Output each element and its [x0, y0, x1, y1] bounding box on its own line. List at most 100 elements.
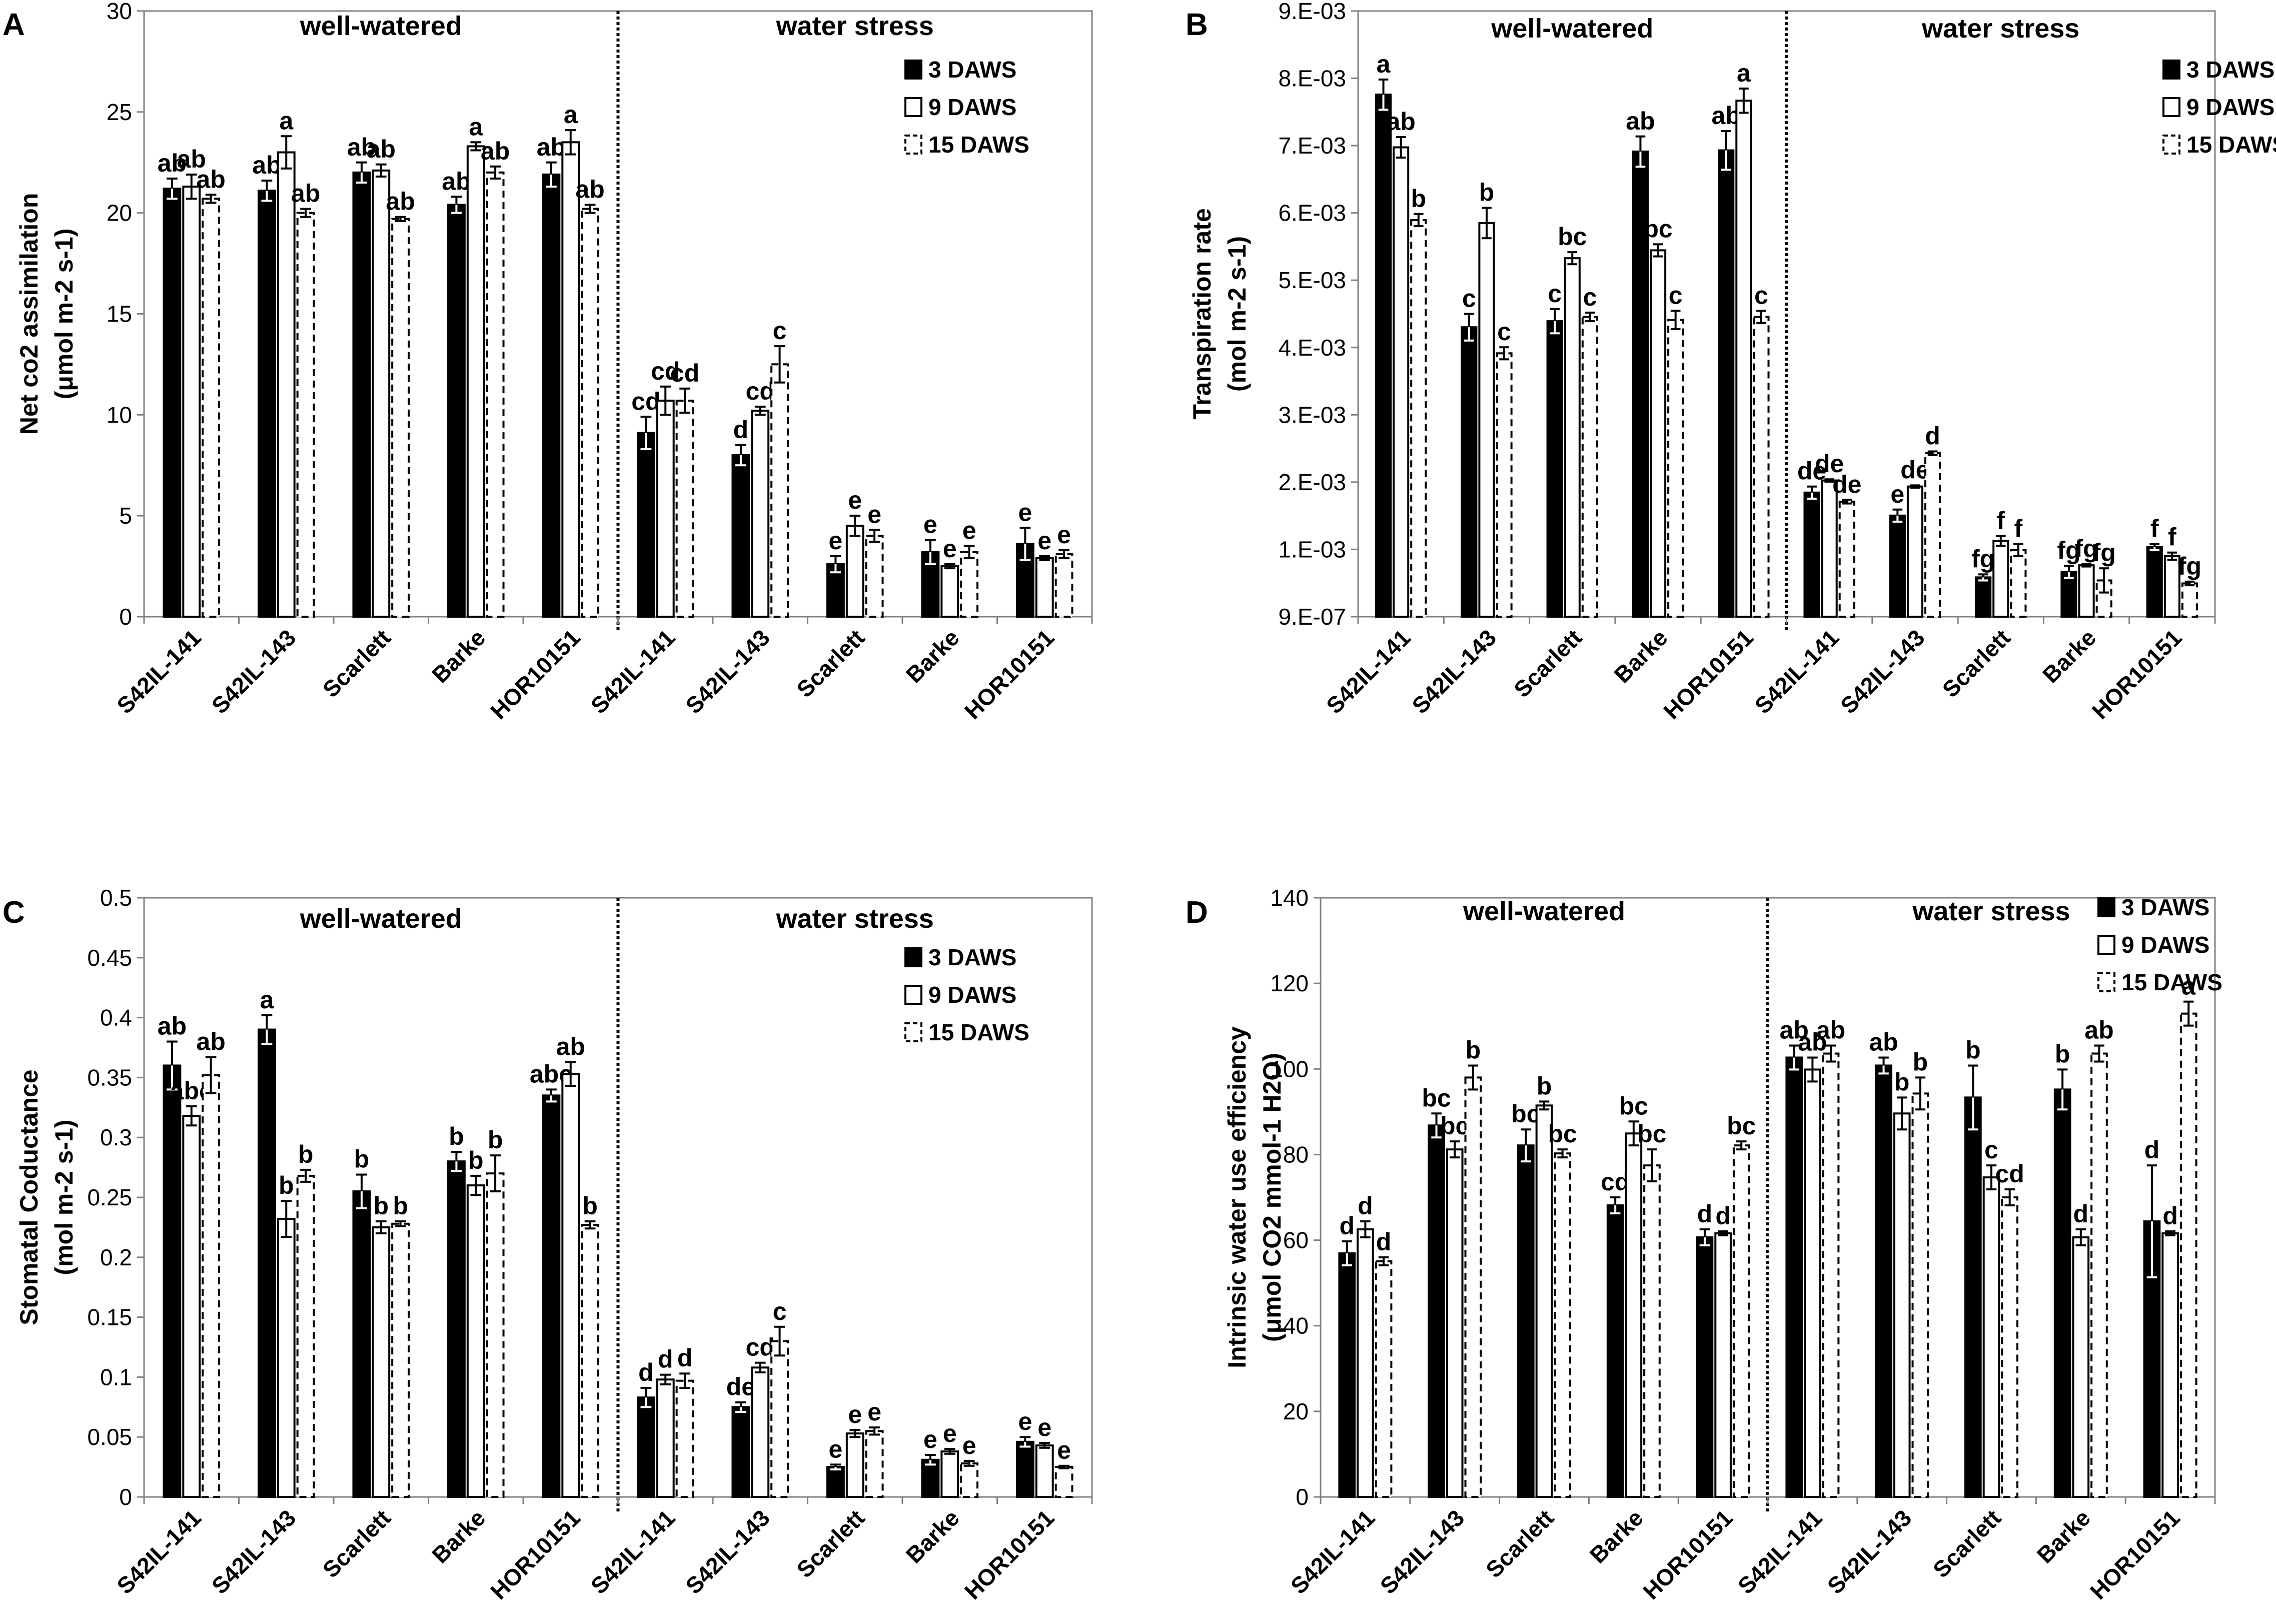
bar-15-daws — [1054, 553, 1073, 618]
legend-swatch — [2162, 135, 2180, 155]
bar-15-daws — [486, 1172, 505, 1498]
significance-label: a — [2181, 972, 2196, 1000]
significance-label: de — [1832, 470, 1861, 498]
legend-swatch — [2097, 935, 2115, 955]
bar-15-daws — [1643, 1164, 1661, 1498]
significance-label: b — [393, 1192, 408, 1220]
group-label: water stress — [776, 11, 934, 41]
significance-label: ab — [1780, 1016, 1809, 1044]
bar-3-daws — [447, 1160, 466, 1498]
significance-label: e — [923, 511, 937, 539]
y-tick-label: 0 — [119, 1484, 132, 1510]
bar-15-daws — [202, 198, 221, 618]
significance-label: d — [2073, 1200, 2089, 1228]
significance-label: f — [2168, 523, 2176, 551]
significance-label: b — [468, 1146, 484, 1174]
significance-label: ab — [252, 151, 281, 179]
significance-label: fg — [2178, 552, 2201, 580]
category-label: Scarlett — [791, 624, 869, 702]
category-label: HOR10151 — [2085, 1504, 2185, 1604]
bar-3-daws — [1015, 1440, 1034, 1498]
bar-3-daws — [1461, 326, 1478, 618]
category-label: Barke — [1609, 624, 1672, 688]
bar-9-daws — [1714, 1232, 1732, 1498]
bar-3-daws — [1718, 149, 1735, 618]
significance-label: ab — [177, 145, 206, 173]
y-tick-label: 3.E-03 — [1278, 402, 1346, 428]
bar-3-daws — [636, 1396, 655, 1498]
bar-15-daws — [1911, 1092, 1929, 1498]
significance-label: e — [1057, 521, 1071, 549]
y-tick-label: 0.05 — [87, 1424, 132, 1450]
bar-3-daws — [1696, 1236, 1714, 1498]
category-label: S42IL-143 — [680, 624, 775, 719]
significance-label: c — [1497, 318, 1511, 346]
significance-label: e — [848, 1400, 862, 1428]
y-tick-label: 4.E-03 — [1278, 335, 1346, 361]
bar-15-daws — [1822, 1052, 1840, 1498]
bar-9-daws — [372, 1226, 391, 1498]
significance-label: ab — [158, 149, 187, 177]
significance-label: fg — [2074, 535, 2098, 563]
bar-3-daws — [2053, 1088, 2071, 1498]
significance-label: e — [1037, 527, 1051, 555]
bar-9-daws — [1535, 1104, 1553, 1498]
bar-9-daws — [751, 410, 770, 618]
bar-3-daws — [352, 1190, 371, 1498]
y-tick-label: 6.E-03 — [1278, 200, 1346, 226]
bar-9-daws — [1992, 540, 2009, 618]
bar-3-daws — [2146, 546, 2163, 618]
legend-swatch — [904, 60, 922, 80]
y-tick-label: 0.2 — [100, 1244, 132, 1270]
significance-label: bc — [1422, 1084, 1451, 1112]
y-tick-label: 9.E-07 — [1278, 604, 1346, 630]
category-label: S42IL-141 — [586, 1504, 680, 1599]
bar-9-daws — [561, 1073, 580, 1498]
legend-label: 3 DAWS — [928, 57, 1016, 83]
bar-9-daws — [1446, 1148, 1464, 1498]
bar-15-daws — [1464, 1076, 1482, 1498]
y-tick-label: 80 — [1283, 1141, 1309, 1167]
bar-9-daws — [2163, 555, 2180, 618]
bar-15-daws — [1732, 1144, 1750, 1498]
significance-label: d — [677, 1344, 693, 1372]
significance-label: ab — [575, 176, 604, 204]
y-tick-label: 15 — [107, 301, 132, 327]
legend-label: 15 DAWS — [2186, 132, 2276, 158]
group-label: well-watered — [300, 11, 462, 41]
legend-swatch — [2162, 60, 2180, 80]
y-tick-label: 100 — [1270, 1056, 1309, 1082]
y-tick-label: 5 — [119, 503, 132, 529]
category-label: Scarlett — [1937, 624, 2015, 702]
category-label: HOR10151 — [1638, 1504, 1738, 1604]
bar-9-daws — [277, 1218, 296, 1498]
bar-15-daws — [1753, 316, 1770, 618]
bar-9-daws — [1035, 557, 1054, 618]
bar-3-daws — [1632, 151, 1649, 618]
y-tick-label: 20 — [107, 200, 132, 226]
bar-15-daws — [1054, 1466, 1073, 1498]
significance-label: e — [1018, 498, 1032, 526]
legend-label: 9 DAWS — [2186, 94, 2274, 120]
significance-label: d — [2144, 1136, 2160, 1164]
significance-label: ab — [1626, 107, 1655, 135]
legend-swatch — [904, 135, 922, 155]
significance-label: ab — [158, 1012, 187, 1040]
category-label: S42IL-141 — [1750, 624, 1844, 719]
y-axis-label-line: Intrinsic water use efficiency — [1223, 1026, 1251, 1368]
bar-15-daws — [296, 1174, 315, 1498]
bar-9-daws — [2161, 1232, 2179, 1498]
significance-label: ab — [1386, 108, 1415, 136]
significance-label: a — [260, 986, 274, 1014]
significance-label: e — [867, 500, 881, 528]
significance-label: b — [1411, 185, 1426, 213]
significance-label: e — [867, 1398, 881, 1426]
significance-label: de — [1815, 450, 1844, 478]
category-label: Scarlett — [1928, 1504, 2006, 1582]
bar-15-daws — [486, 171, 505, 618]
bar-3-daws — [1964, 1096, 1982, 1498]
y-tick-label: 30 — [107, 0, 132, 24]
bar-15-daws — [581, 208, 600, 618]
significance-label: bc — [1727, 1112, 1756, 1140]
